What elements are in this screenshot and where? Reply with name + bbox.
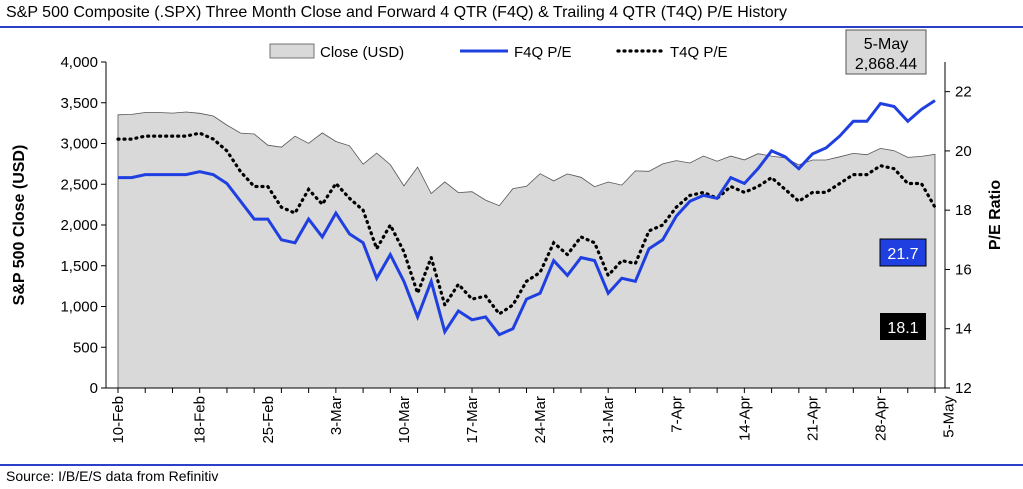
pe-lines-layer: [116, 99, 937, 337]
left-tick-label: 4,000: [60, 54, 98, 71]
left-tick-label: 3,500: [60, 95, 98, 112]
x-tick-label: 3-Mar: [328, 396, 345, 435]
x-tick-label: 14-Apr: [736, 396, 753, 441]
right-tick-label: 18: [955, 202, 972, 219]
x-tick-label: 25-Feb: [260, 396, 277, 444]
latest-close-box: [845, 29, 927, 75]
axes-layer: 0 500 1,000 1,500 2,000 2,500 3,000 3,500 4,000 1…: [60, 54, 971, 444]
close-area-layer: [117, 111, 936, 389]
x-tick-label: 24-Mar: [532, 396, 549, 444]
y-axis-title: S&P 500 Close (USD): [11, 145, 28, 306]
left-tick-label: 1,000: [60, 299, 98, 316]
chart-title: S&P 500 Composite (.SPX) Three Month Clo…: [6, 4, 787, 21]
left-tick-label: 0: [90, 380, 98, 397]
left-tick-label: 2,500: [60, 176, 98, 193]
legend-close-label: Close (USD): [320, 44, 404, 61]
source-note: Source: I/B/E/S data from Refinitiv: [6, 468, 219, 484]
f4q-value-label: 21.7: [887, 246, 918, 263]
x-tick-label: 5-May: [941, 396, 958, 438]
t4q-value-badge: [880, 313, 926, 340]
labels-layer: S&P 500 Close (USD) P/E Ratio 5-May 2,868.4…: [11, 29, 1004, 340]
legend: Close (USD) F4Q P/E T4Q P/E: [269, 43, 728, 61]
right-tick-label: 20: [955, 143, 972, 160]
x-tick-label: 10-Mar: [396, 396, 413, 444]
right-tick-label: 12: [955, 380, 972, 397]
y2-axis-title: P/E Ratio: [987, 180, 1004, 250]
right-tick-label: 22: [955, 84, 972, 101]
close-area: [117, 111, 936, 389]
x-tick-label: 28-Apr: [873, 396, 890, 441]
f4q-value-badge: [879, 238, 927, 267]
x-tick-label: 10-Feb: [110, 396, 127, 444]
latest-close-value: 2,868.44: [855, 56, 917, 73]
x-tick-label: 21-Apr: [804, 396, 821, 441]
latest-close-date: 5-May: [864, 36, 908, 53]
t4q-pe-line: [116, 131, 937, 317]
left-tick-label: 500: [73, 339, 98, 356]
legend-close-swatch: [269, 43, 315, 59]
x-tick-label: 31-Mar: [600, 396, 617, 444]
left-tick-label: 3,000: [60, 136, 98, 153]
x-tick-label: 17-Mar: [464, 396, 481, 444]
t4q-value-label: 18.1: [887, 320, 918, 337]
left-tick-label: 1,500: [60, 258, 98, 275]
left-tick-label: 2,000: [60, 217, 98, 234]
right-tick-label: 14: [955, 321, 972, 338]
f4q-pe-line: [118, 99, 936, 337]
legend-f4q-label: F4Q P/E: [514, 44, 572, 61]
source-rule: [0, 464, 1023, 466]
legend-t4q-label: T4Q P/E: [670, 44, 728, 61]
title-rule: [0, 26, 1023, 28]
x-tick-label: 7-Apr: [668, 396, 685, 433]
chart-canvas: 0 500 1,000 1,500 2,000 2,500 3,000 3,500 4,000 1…: [11, 29, 1004, 444]
right-tick-label: 16: [955, 261, 972, 278]
x-tick-label: 18-Feb: [192, 396, 209, 444]
